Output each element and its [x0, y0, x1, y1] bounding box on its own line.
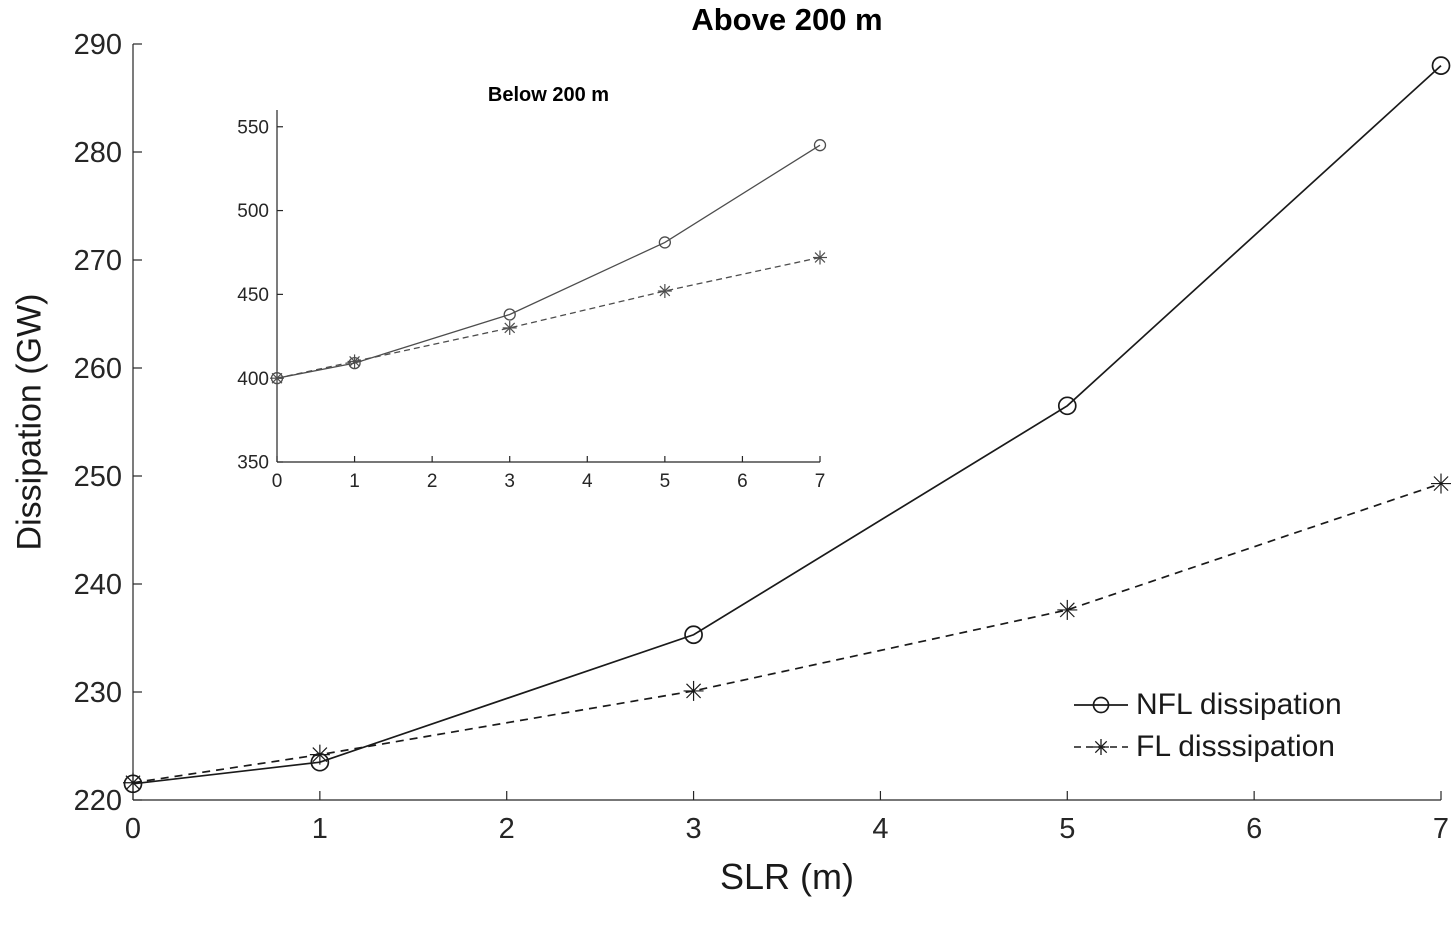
y-tick-label: 240: [74, 569, 122, 601]
asterisk-marker: [686, 683, 702, 699]
fl-legend-sample-icon: [1074, 739, 1128, 755]
asterisk-marker: [659, 285, 671, 297]
y-tick-label: 550: [237, 117, 269, 138]
main-x-axis-label: SLR (m): [720, 856, 854, 897]
legend-item-nfl: NFL dissipation: [1072, 688, 1342, 722]
x-tick-label: 1: [312, 813, 328, 845]
asterisk-marker: [125, 775, 141, 791]
x-tick-label: 7: [815, 471, 826, 492]
x-tick-label: 3: [504, 471, 515, 492]
x-tick-label: 4: [582, 471, 593, 492]
x-tick-label: 0: [125, 813, 141, 845]
y-tick-label: 350: [237, 453, 269, 474]
asterisk-marker: [1059, 602, 1075, 618]
x-tick-label: 7: [1433, 813, 1449, 845]
circle-marker: [813, 139, 827, 152]
inset-chart: 0 1 2 3 4 5 6 7 350 400 450 500 550: [237, 110, 827, 492]
x-tick-label: 5: [660, 471, 671, 492]
circle-marker: [503, 308, 516, 321]
x-tick-label: 6: [737, 471, 748, 492]
inset-chart-title: Below 200 m: [487, 84, 610, 106]
y-tick-label: 220: [74, 785, 122, 817]
main-series-nfl-line: [132, 64, 1442, 785]
circle-marker: [658, 236, 672, 249]
x-tick-label: 5: [1059, 813, 1075, 845]
main-y-axis-label: Dissipation (GW): [10, 293, 49, 551]
asterisk-marker: [312, 747, 328, 763]
x-tick-label: 0: [272, 471, 283, 492]
asterisk-marker: [814, 252, 826, 263]
legend: NFL dissipation FL disssipation: [1072, 688, 1342, 764]
x-tick-label: 2: [499, 813, 515, 845]
y-tick-label: 290: [74, 29, 122, 61]
circle-marker: [684, 625, 703, 645]
asterisk-marker: [349, 356, 360, 367]
legend-label-nfl: NFL dissipation: [1136, 688, 1342, 721]
asterisk-marker: [271, 372, 283, 384]
inset-series-nfl-line: [276, 144, 821, 379]
asterisk-marker: [1433, 476, 1449, 492]
y-tick-label: 250: [74, 461, 122, 493]
y-tick-label: 230: [74, 677, 122, 709]
y-tick-label: 280: [74, 137, 122, 169]
main-series-fl-line: [132, 482, 1442, 784]
y-tick-label: 500: [237, 201, 269, 222]
x-tick-label: 1: [349, 471, 360, 492]
legend-label-fl: FL disssipation: [1136, 730, 1335, 763]
y-tick-label: 260: [74, 353, 122, 385]
y-tick-label: 400: [237, 369, 269, 390]
y-tick-label: 450: [237, 285, 269, 306]
nfl-legend-sample-icon: [1074, 696, 1128, 714]
x-tick-label: 6: [1246, 813, 1262, 845]
legend-item-fl: FL disssipation: [1072, 730, 1342, 764]
circle-marker: [1057, 396, 1077, 416]
x-tick-label: 2: [427, 471, 438, 492]
x-tick-label: 3: [686, 813, 702, 845]
inset-series-fl-line: [276, 256, 821, 379]
asterisk-marker: [504, 322, 516, 334]
circle-marker: [1431, 56, 1451, 75]
x-tick-label: 4: [872, 813, 888, 845]
y-tick-label: 270: [74, 245, 122, 277]
main-chart-title: Above 200 m: [691, 2, 883, 37]
